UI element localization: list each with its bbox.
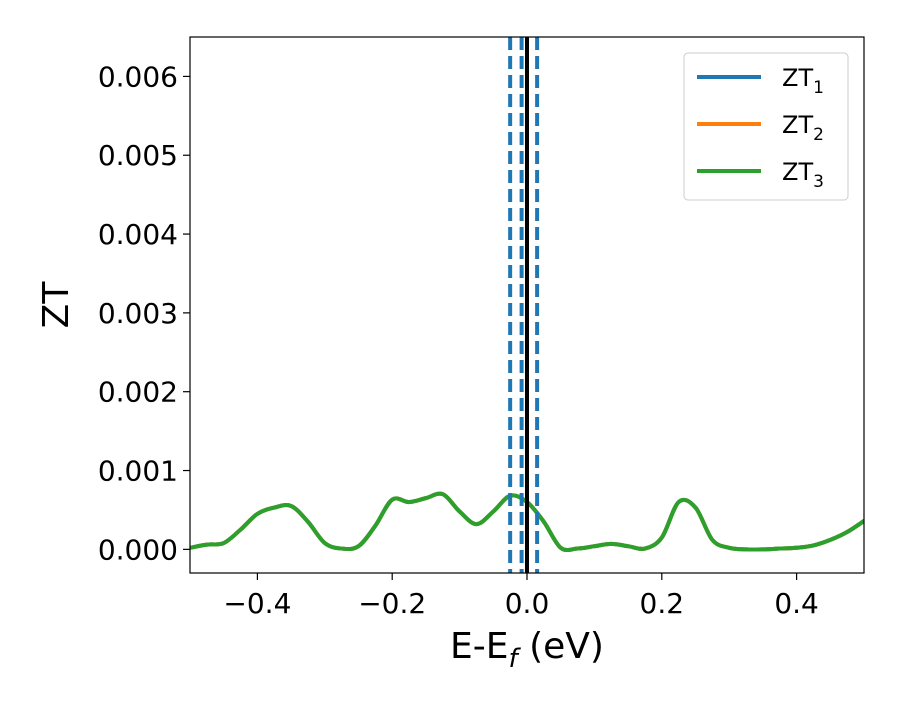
y-tick-label: 0.004 <box>98 218 178 251</box>
y-axis-title: ZT <box>36 281 77 329</box>
y-tick-label: 0.002 <box>98 376 178 409</box>
y-tick-label: 0.005 <box>98 139 178 172</box>
y-tick-label: 0.000 <box>98 533 178 566</box>
legend-label-zt2: ZT2 <box>782 111 824 145</box>
x-axis-title: E-Ef (eV) <box>450 626 604 674</box>
x-axis-title-suffix: (eV) <box>518 626 604 667</box>
x-axis: −0.4 −0.2 0.0 0.2 0.4 <box>223 573 819 620</box>
legend-box <box>683 52 849 201</box>
vline-layer <box>508 37 540 573</box>
legend-entry-zt2: ZT2 <box>697 111 824 145</box>
legend-label-zt1: ZT1 <box>782 64 824 98</box>
legend-entry-zt3: ZT3 <box>697 158 824 192</box>
legend-entry-zt1: ZT1 <box>697 64 824 98</box>
y-tick-label: 0.001 <box>98 455 178 488</box>
legend: ZT1 ZT2 ZT3 <box>683 52 849 201</box>
x-tick-label: 0.2 <box>640 587 685 620</box>
y-tick-label: 0.006 <box>98 60 178 93</box>
x-axis-title-main: E-E <box>450 626 508 667</box>
legend-label-zt3: ZT3 <box>782 158 824 192</box>
x-tick-label: −0.2 <box>358 587 426 620</box>
x-tick-label: 0.0 <box>505 587 550 620</box>
x-tick-label: −0.4 <box>223 587 291 620</box>
x-tick-label: 0.4 <box>774 587 819 620</box>
y-tick-label: 0.003 <box>98 297 178 330</box>
y-axis: 0.000 0.001 0.002 0.003 0.004 0.005 0.006 <box>98 60 190 566</box>
